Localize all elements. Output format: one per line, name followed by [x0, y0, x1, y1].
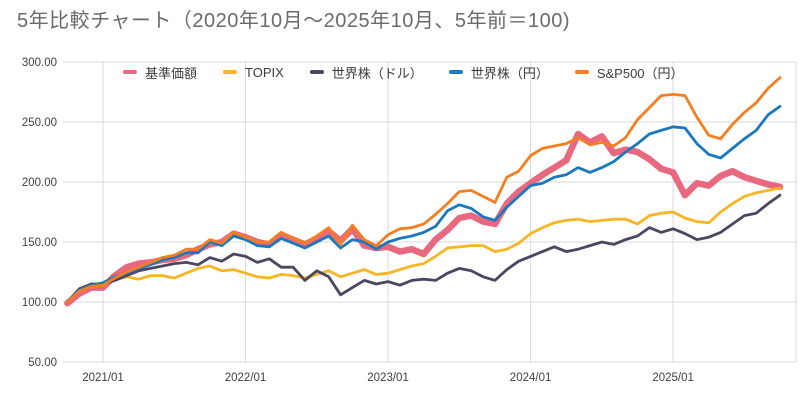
legend-label: 基準価額 [145, 65, 198, 81]
legend-chip-fund-nav [123, 70, 137, 74]
legend-chip-topix [223, 70, 238, 74]
legend-label: 世界株（円） [470, 65, 549, 81]
chart-title: 5年比較チャート（2020年10月～2025年10月、5年前＝100) [17, 10, 571, 32]
x-tick-label: 2024/01 [510, 372, 552, 384]
x-tick-label: 2023/01 [367, 372, 409, 384]
legend-label: TOPIX [245, 64, 284, 80]
y-tick-label: 100.00 [22, 297, 57, 309]
x-tick-label: 2022/01 [225, 372, 267, 384]
series-line-world-stocks-usd [66, 193, 782, 304]
y-tick-label: 300.00 [22, 57, 57, 69]
y-tick-label: 50.00 [28, 357, 57, 369]
legend-item-world-stocks-usd: 世界株（ドル） [309, 63, 423, 82]
y-tick-label: 200.00 [22, 177, 57, 189]
series-line-fund-nav [64, 130, 784, 307]
legend-chip-sp500-jpy [574, 70, 589, 74]
y-tick-label: 250.00 [22, 117, 57, 129]
legend-item-topix: TOPIX [223, 65, 284, 80]
legend-chip-world-stocks-jpy [448, 70, 463, 74]
x-tick-label: 2021/01 [82, 372, 124, 384]
legend-item-fund-nav: 基準価額 [123, 63, 197, 82]
series-line-world-stocks-jpy [66, 105, 782, 304]
legend-chip-world-stocks-usd [309, 70, 324, 74]
x-tick-label: 2025/01 [652, 372, 694, 384]
legend-item-sp500-jpy: S&P500（円） [574, 63, 684, 82]
legend-label: S&P500（円） [596, 65, 684, 81]
legend-label: 世界株（ドル） [331, 65, 423, 81]
legend-item-world-stocks-jpy: 世界株（円） [448, 63, 549, 82]
legend: 基準価額 TOPIX 世界株（ドル） 世界株（円） S&P500（円） [123, 63, 684, 81]
series-line-sp500-jpy [66, 76, 782, 304]
series-line-topix [66, 186, 782, 304]
y-tick-label: 150.00 [22, 237, 57, 249]
